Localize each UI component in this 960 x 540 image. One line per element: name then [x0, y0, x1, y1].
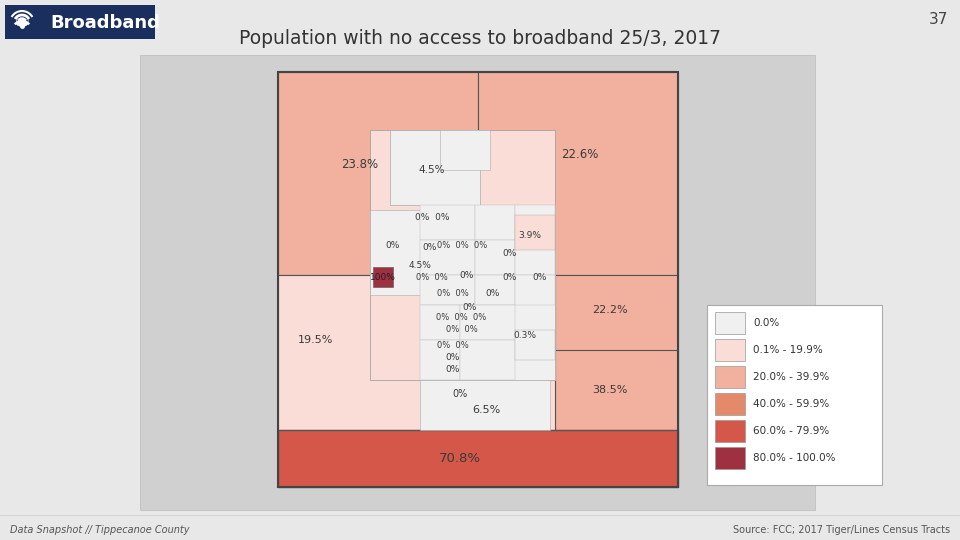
- Text: 0%: 0%: [463, 302, 477, 312]
- Text: 0%: 0%: [445, 354, 460, 362]
- Bar: [515, 275, 555, 305]
- Bar: [515, 205, 555, 240]
- Text: 23.8%: 23.8%: [342, 159, 378, 172]
- Bar: [440, 130, 490, 170]
- Bar: [420, 340, 460, 380]
- Text: 0%: 0%: [503, 248, 517, 258]
- Text: 0.1% - 19.9%: 0.1% - 19.9%: [753, 345, 823, 355]
- Bar: [278, 72, 478, 275]
- Text: 0%  0%: 0% 0%: [415, 213, 449, 222]
- Text: 0%: 0%: [503, 273, 517, 282]
- Bar: [475, 205, 515, 240]
- Bar: [420, 205, 475, 240]
- Bar: [715, 393, 745, 415]
- Bar: [478, 72, 678, 275]
- Text: 0%: 0%: [452, 389, 468, 399]
- Text: 6.5%: 6.5%: [472, 405, 500, 415]
- Text: 0%: 0%: [460, 271, 474, 280]
- Bar: [370, 130, 555, 380]
- Text: 0.3%: 0.3%: [514, 330, 537, 340]
- Bar: [5, 5, 155, 39]
- Bar: [515, 215, 555, 250]
- Text: 0%  0%: 0% 0%: [446, 326, 478, 334]
- Text: Source: FCC; 2017 Tiger/Lines Census Tracts: Source: FCC; 2017 Tiger/Lines Census Tra…: [732, 525, 950, 535]
- Bar: [278, 72, 678, 487]
- Bar: [715, 447, 745, 469]
- Bar: [475, 240, 515, 275]
- Bar: [515, 240, 555, 275]
- Text: Data Snapshot // Tippecanoe County: Data Snapshot // Tippecanoe County: [10, 525, 189, 535]
- Bar: [140, 55, 815, 510]
- Bar: [370, 210, 425, 295]
- Bar: [373, 267, 393, 287]
- Bar: [475, 275, 515, 305]
- Text: 100%: 100%: [370, 273, 396, 281]
- Text: 4.5%: 4.5%: [409, 261, 431, 271]
- Text: 3.9%: 3.9%: [518, 231, 541, 240]
- Text: Broadband: Broadband: [50, 14, 160, 32]
- Bar: [420, 240, 475, 275]
- Text: 80.0% - 100.0%: 80.0% - 100.0%: [753, 453, 835, 463]
- Text: ☉: ☉: [14, 13, 30, 31]
- Text: 40.0% - 59.9%: 40.0% - 59.9%: [753, 399, 829, 409]
- Bar: [278, 430, 678, 487]
- Text: 0%  0%: 0% 0%: [437, 341, 468, 349]
- Text: 4.5%: 4.5%: [419, 165, 445, 175]
- Text: 22.2%: 22.2%: [592, 305, 628, 315]
- Text: 0%: 0%: [533, 273, 547, 282]
- Bar: [515, 330, 555, 360]
- Bar: [420, 305, 460, 340]
- Text: 22.6%: 22.6%: [562, 148, 599, 161]
- Bar: [278, 275, 426, 430]
- Bar: [715, 420, 745, 442]
- Text: 0%: 0%: [386, 240, 400, 249]
- Bar: [715, 366, 745, 388]
- Text: 0%: 0%: [422, 244, 437, 253]
- Bar: [426, 380, 555, 430]
- Bar: [420, 205, 555, 380]
- Text: 0%: 0%: [486, 288, 500, 298]
- Bar: [715, 339, 745, 361]
- Bar: [420, 380, 550, 430]
- Bar: [715, 312, 745, 334]
- Bar: [460, 340, 515, 380]
- Text: 0.0%: 0.0%: [753, 318, 780, 328]
- Text: 0%  0%: 0% 0%: [437, 288, 468, 298]
- Bar: [390, 130, 480, 205]
- Bar: [420, 275, 475, 305]
- Text: 0%: 0%: [445, 366, 460, 375]
- Bar: [460, 305, 515, 340]
- Text: 0%  0%  0%: 0% 0% 0%: [437, 240, 487, 249]
- Text: 0%  0%  0%: 0% 0% 0%: [436, 314, 486, 322]
- Bar: [707, 305, 882, 485]
- Text: 37: 37: [928, 12, 948, 27]
- Text: 60.0% - 79.9%: 60.0% - 79.9%: [753, 426, 829, 436]
- Text: 0%  0%: 0% 0%: [416, 273, 448, 281]
- Text: 19.5%: 19.5%: [299, 335, 334, 345]
- Text: Population with no access to broadband 25/3, 2017: Population with no access to broadband 2…: [239, 29, 721, 48]
- Text: 70.8%: 70.8%: [439, 451, 481, 464]
- Bar: [555, 350, 678, 430]
- Text: 38.5%: 38.5%: [592, 385, 628, 395]
- Bar: [555, 275, 678, 430]
- Text: 20.0% - 39.9%: 20.0% - 39.9%: [753, 372, 829, 382]
